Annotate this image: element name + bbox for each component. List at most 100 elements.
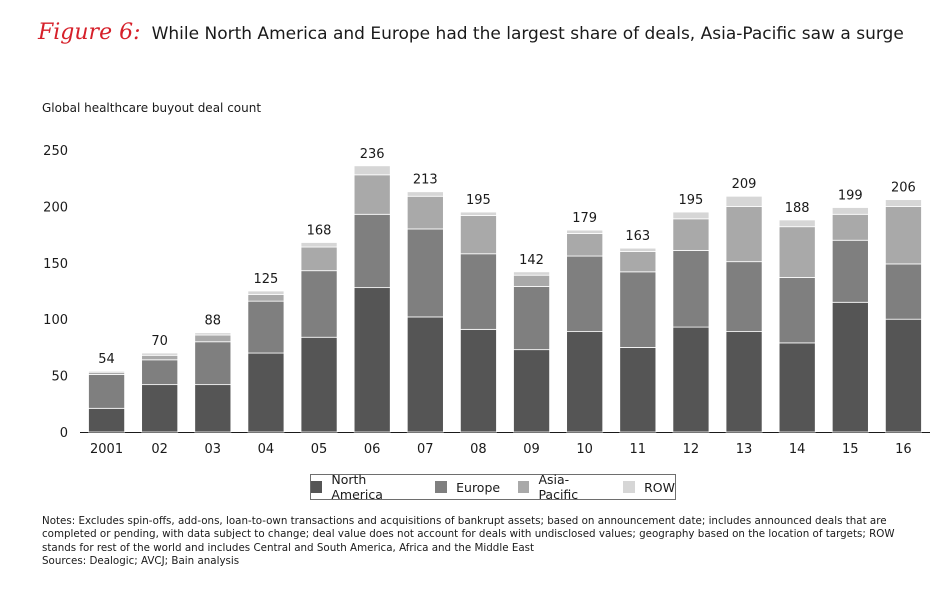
bar-total-label: 199 bbox=[838, 189, 863, 204]
bar-segment-asia-pacific bbox=[884, 205, 922, 265]
bar-segment-asia-pacific bbox=[778, 226, 816, 278]
bar-segment-row bbox=[353, 165, 391, 176]
bar-segment-asia-pacific bbox=[619, 251, 657, 273]
y-tick-label: 250 bbox=[43, 144, 68, 159]
bar-segment-asia-pacific bbox=[247, 293, 285, 302]
x-tick-label: 02 bbox=[151, 442, 168, 457]
figure-title-row: Figure 6: While North America and Europe… bbox=[38, 20, 904, 45]
bar-segment-row bbox=[406, 191, 444, 197]
bar-segment-asia-pacific bbox=[513, 274, 551, 287]
x-tick-label: 13 bbox=[736, 442, 753, 457]
y-tick-label: 100 bbox=[43, 313, 68, 328]
bar-segment-north-america bbox=[778, 342, 816, 433]
bar-segment-asia-pacific bbox=[300, 246, 338, 272]
x-tick-label: 12 bbox=[683, 442, 700, 457]
legend-item: ROW bbox=[623, 480, 675, 495]
x-tick-label: 05 bbox=[311, 442, 328, 457]
x-tick-label: 08 bbox=[470, 442, 487, 457]
bar-segment-europe bbox=[566, 255, 604, 333]
bar-segment-north-america bbox=[88, 407, 126, 433]
bar-segment-europe bbox=[778, 277, 816, 344]
bar-segment-north-america bbox=[884, 318, 922, 433]
legend-label: Europe bbox=[456, 479, 501, 495]
y-tick-label: 200 bbox=[43, 200, 68, 215]
chart-legend: North America Europe Asia-Pacific ROW bbox=[310, 472, 676, 502]
bar-segment-north-america bbox=[566, 331, 604, 433]
x-tick-label: 14 bbox=[789, 442, 806, 457]
x-tick-label: 06 bbox=[364, 442, 381, 457]
x-tick-label: 16 bbox=[895, 442, 912, 457]
bar-total-label: 195 bbox=[679, 193, 704, 208]
bar-segment-europe bbox=[88, 374, 126, 409]
sources-text: Sources: Dealogic; AVCJ; Bain analysis bbox=[42, 555, 240, 568]
bar-segment-row bbox=[831, 207, 869, 215]
bar-total-label: 142 bbox=[519, 253, 544, 268]
bar-total-label: 213 bbox=[413, 173, 438, 188]
x-tick-label: 11 bbox=[630, 442, 647, 457]
notes-text: Notes: Excludes spin-offs, add-ons, loan… bbox=[42, 515, 895, 554]
legend-label: North America bbox=[331, 472, 383, 502]
x-tick-label: 03 bbox=[205, 442, 222, 457]
figure-title: While North America and Europe had the l… bbox=[151, 24, 904, 44]
bar-segment-europe bbox=[725, 261, 763, 333]
legend-item: Asia-Pacific bbox=[518, 472, 605, 502]
bar-segment-row bbox=[672, 211, 710, 220]
bar-segment-europe bbox=[353, 213, 391, 289]
bar-segment-asia-pacific bbox=[831, 213, 869, 241]
bar-segment-row bbox=[88, 370, 126, 373]
bar-segment-asia-pacific bbox=[353, 174, 391, 215]
bar-segment-asia-pacific bbox=[459, 215, 497, 255]
figure-label: Figure 6: bbox=[38, 20, 141, 45]
bar-segment-north-america bbox=[247, 352, 285, 433]
legend-swatch bbox=[518, 481, 530, 493]
bar-segment-europe bbox=[619, 271, 657, 348]
bar-segment-row bbox=[141, 352, 179, 356]
stacked-bar-chart: 0 50 100 150 200 250 54 2001 70 02 88 03 125 04 168 05 2… bbox=[43, 144, 930, 457]
bar-segment-europe bbox=[247, 300, 285, 354]
y-tick-label: 50 bbox=[51, 370, 68, 385]
legend-item: North America bbox=[311, 472, 417, 502]
bar-segment-north-america bbox=[619, 346, 657, 433]
x-tick-label: 09 bbox=[523, 442, 540, 457]
y-tick-label: 150 bbox=[43, 257, 68, 272]
x-tick-label: 10 bbox=[576, 442, 593, 457]
bar-segment-north-america bbox=[141, 384, 179, 433]
legend-swatch bbox=[435, 481, 448, 493]
bar-segment-asia-pacific bbox=[672, 218, 710, 251]
bar-total-label: 70 bbox=[151, 334, 168, 349]
bar-segment-north-america bbox=[513, 349, 551, 433]
x-tick-label: 2001 bbox=[90, 442, 123, 457]
bar-total-label: 168 bbox=[307, 223, 332, 238]
legend-swatch bbox=[623, 481, 636, 493]
bar-total-label: 188 bbox=[785, 201, 810, 216]
bar-total-label: 54 bbox=[98, 352, 115, 367]
bar-segment-row bbox=[566, 229, 604, 234]
bar-segment-north-america bbox=[353, 287, 391, 433]
bar-total-label: 206 bbox=[891, 181, 916, 196]
bar-segment-europe bbox=[884, 263, 922, 320]
bar-total-label: 195 bbox=[466, 193, 491, 208]
bar-total-label: 236 bbox=[360, 147, 385, 162]
x-tick-label: 15 bbox=[842, 442, 859, 457]
bar-total-label: 163 bbox=[625, 229, 650, 244]
bar-segment-asia-pacific bbox=[406, 195, 444, 230]
bar-segment-north-america bbox=[831, 301, 869, 433]
y-tick-label: 0 bbox=[60, 426, 68, 441]
bar-segment-asia-pacific bbox=[566, 233, 604, 257]
bar-segment-europe bbox=[831, 239, 869, 303]
legend-item: Europe bbox=[435, 480, 500, 495]
bar-segment-row bbox=[884, 199, 922, 207]
bar-segment-europe bbox=[672, 249, 710, 328]
bar-total-label: 209 bbox=[732, 177, 757, 192]
bar-segment-row bbox=[513, 271, 551, 276]
bar-segment-row bbox=[778, 219, 816, 228]
legend-label: Asia-Pacific bbox=[538, 472, 579, 502]
bar-segment-asia-pacific bbox=[725, 205, 763, 263]
legend-swatch bbox=[311, 481, 323, 493]
bar-segment-europe bbox=[513, 286, 551, 351]
bar-total-label: 125 bbox=[254, 272, 279, 287]
bar-segment-north-america bbox=[194, 384, 232, 433]
bar-total-label: 179 bbox=[572, 211, 597, 226]
bar-segment-europe bbox=[194, 341, 232, 386]
bar-segment-north-america bbox=[459, 328, 497, 433]
